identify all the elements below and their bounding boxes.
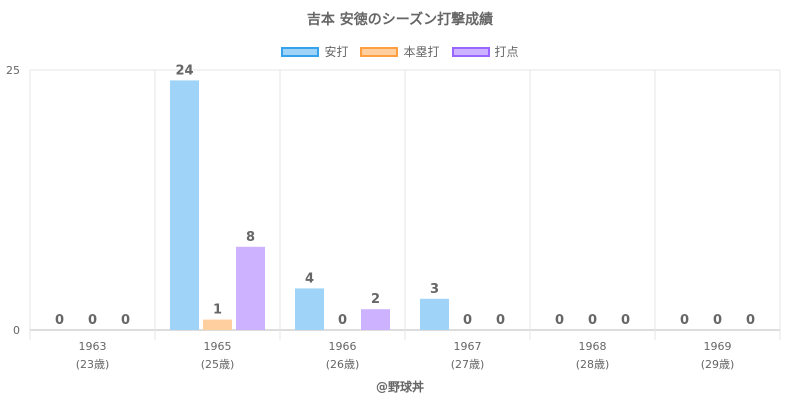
legend-label-hits: 安打 <box>324 45 349 59</box>
x-tick-label: 1969 <box>704 340 732 353</box>
x-tick-label: 1968 <box>579 340 607 353</box>
bar <box>420 298 449 330</box>
legend-item-rbi[interactable]: 打点 <box>451 43 519 60</box>
bar <box>203 319 232 330</box>
data-label: 0 <box>496 313 505 328</box>
x-tick-label: 1965 <box>204 340 232 353</box>
x-tick-label: 1967 <box>454 340 482 353</box>
x-tick-label: 1966 <box>329 340 357 353</box>
x-tick-label: 1963 <box>79 340 107 353</box>
legend-label-homeruns: 本塁打 <box>403 45 440 59</box>
bar <box>236 246 265 330</box>
data-label: 3 <box>430 282 439 297</box>
bar <box>170 80 199 331</box>
x-tick-sublabel: (27歳) <box>451 358 485 371</box>
legend-item-hits[interactable]: 安打 <box>281 43 348 60</box>
data-label: 0 <box>588 313 597 328</box>
data-label: 8 <box>246 230 255 245</box>
data-label: 24 <box>175 63 193 78</box>
legend-swatch-rbi <box>451 46 490 57</box>
x-tick-sublabel: (29歳) <box>701 358 735 371</box>
data-label: 0 <box>713 313 722 328</box>
legend-swatch-hits <box>281 46 320 57</box>
data-label: 4 <box>305 271 314 286</box>
y-tick-label: 0 <box>13 324 20 337</box>
data-label: 0 <box>88 313 97 328</box>
data-label: 0 <box>680 313 689 328</box>
legend-label-rbi: 打点 <box>494 45 519 59</box>
data-label: 0 <box>463 313 472 328</box>
bar <box>361 309 390 330</box>
y-tick-label: 25 <box>6 64 20 77</box>
chart-title: 吉本 安徳のシーズン打撃成績 <box>306 12 494 28</box>
data-label: 0 <box>746 313 755 328</box>
x-tick-sublabel: (28歳) <box>576 358 610 371</box>
legend: 安打 本塁打 打点 <box>0 43 800 60</box>
x-tick-sublabel: (26歳) <box>326 358 360 371</box>
data-label: 2 <box>371 292 380 307</box>
data-label: 0 <box>338 313 347 328</box>
data-label: 1 <box>213 303 222 318</box>
data-label: 0 <box>121 313 130 328</box>
data-label: 0 <box>55 313 64 328</box>
x-tick-sublabel: (25歳) <box>201 358 235 371</box>
credit-label: @野球丼 <box>375 380 424 394</box>
legend-swatch-homeruns <box>360 46 399 57</box>
x-tick-sublabel: (23歳) <box>76 358 110 371</box>
data-label: 0 <box>555 313 564 328</box>
legend-item-homeruns[interactable]: 本塁打 <box>360 43 440 60</box>
bar <box>295 288 324 330</box>
data-label: 0 <box>621 313 630 328</box>
